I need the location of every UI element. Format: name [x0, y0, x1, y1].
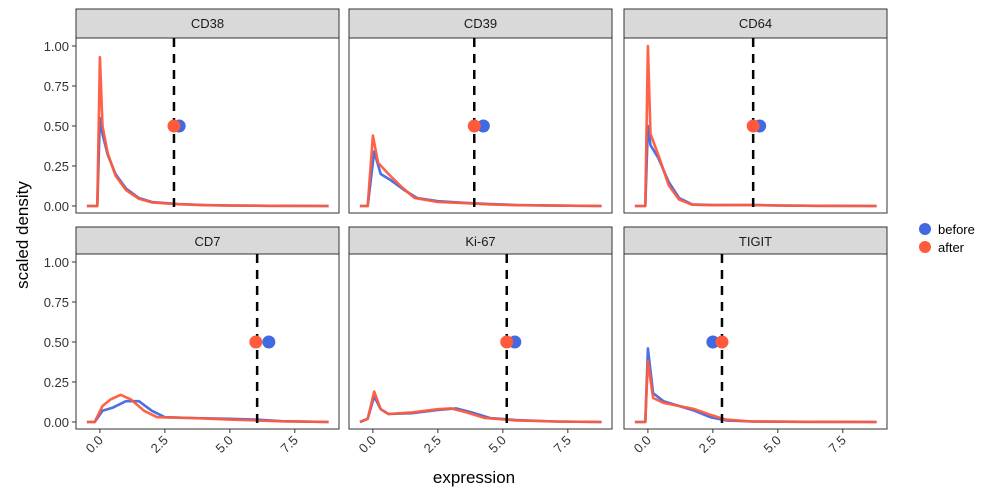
- x-axis-title: expression: [433, 468, 515, 487]
- x-tick-label: 7.5: [278, 433, 301, 456]
- y-axis-title: scaled density: [13, 181, 32, 289]
- facet-strip-label: CD38: [191, 16, 224, 31]
- panel-tigit: TIGIT 0.0 2.5 5.0 7.5: [623, 226, 888, 456]
- x-tick-label: 7.5: [826, 433, 849, 456]
- density-line-after: [359, 390, 602, 424]
- density-line-after: [634, 359, 877, 424]
- y-tick-label: 1.00: [44, 39, 69, 54]
- y-tick-label: 0.25: [44, 375, 69, 390]
- point-after: [715, 335, 729, 349]
- point-after: [746, 119, 760, 133]
- facet-strip-label: Ki-67: [465, 234, 495, 249]
- y-tick-label: 0.50: [44, 335, 69, 350]
- point-before: [476, 119, 490, 133]
- density-line-after: [86, 55, 329, 208]
- y-tick-label: 0.00: [44, 199, 69, 214]
- facet-strip-label: CD39: [464, 16, 497, 31]
- panel-cd38: CD38 0.00 0.25 0.50 0.75 1.00: [44, 8, 340, 214]
- facet-strip-label: CD64: [739, 16, 772, 31]
- facet-strip-label: CD7: [194, 234, 220, 249]
- y-tick-label: 0.50: [44, 119, 69, 134]
- y-tick-label: 0.75: [44, 79, 69, 94]
- x-tick-label: 7.5: [551, 433, 574, 456]
- point-after: [167, 119, 181, 133]
- y-tick-label: 0.00: [44, 415, 69, 430]
- x-tick-label: 0.0: [83, 433, 106, 456]
- legend: before after: [919, 222, 975, 255]
- x-tick-label: 5.0: [486, 433, 509, 456]
- legend-key-before: [919, 223, 931, 235]
- panel-background: [623, 253, 888, 430]
- panel-background: [75, 37, 340, 214]
- panel-ki-67: Ki-67 0.0 2.5 5.0 7.5: [348, 226, 613, 456]
- y-tick-label: 1.00: [44, 255, 69, 270]
- density-line-after: [86, 393, 329, 424]
- legend-label-before: before: [938, 222, 975, 237]
- point-after: [500, 335, 514, 349]
- panel-background: [348, 253, 613, 430]
- x-tick-label: 0.0: [631, 433, 654, 456]
- point-after: [249, 335, 263, 349]
- point-after: [467, 119, 481, 133]
- x-tick-label: 2.5: [696, 433, 719, 456]
- density-line-after: [359, 134, 602, 208]
- point-before: [262, 335, 276, 349]
- x-tick-label: 5.0: [213, 433, 236, 456]
- x-tick-label: 2.5: [148, 433, 171, 456]
- facet-strip: [348, 8, 613, 39]
- point-before: [706, 335, 720, 349]
- facet-strip-label: TIGIT: [739, 234, 772, 249]
- x-tick-label: 0.0: [356, 433, 379, 456]
- x-tick-label: 5.0: [761, 433, 784, 456]
- panel-cd39: CD39: [348, 8, 613, 214]
- panel-cd7: CD7 0.00 0.25 0.50 0.75 1.00 0.0 2.5 5.0 7.5: [44, 226, 340, 456]
- legend-label-after: after: [938, 240, 965, 255]
- legend-key-after: [919, 241, 931, 253]
- facet-strip: [75, 8, 340, 39]
- y-tick-label: 0.25: [44, 159, 69, 174]
- density-line-after: [634, 44, 877, 208]
- panel-background: [75, 253, 340, 430]
- x-tick-label: 2.5: [421, 433, 444, 456]
- y-tick-label: 0.75: [44, 295, 69, 310]
- facet-strip: [75, 226, 340, 255]
- panel-cd64: CD64: [623, 8, 888, 214]
- facet-strip: [623, 8, 888, 39]
